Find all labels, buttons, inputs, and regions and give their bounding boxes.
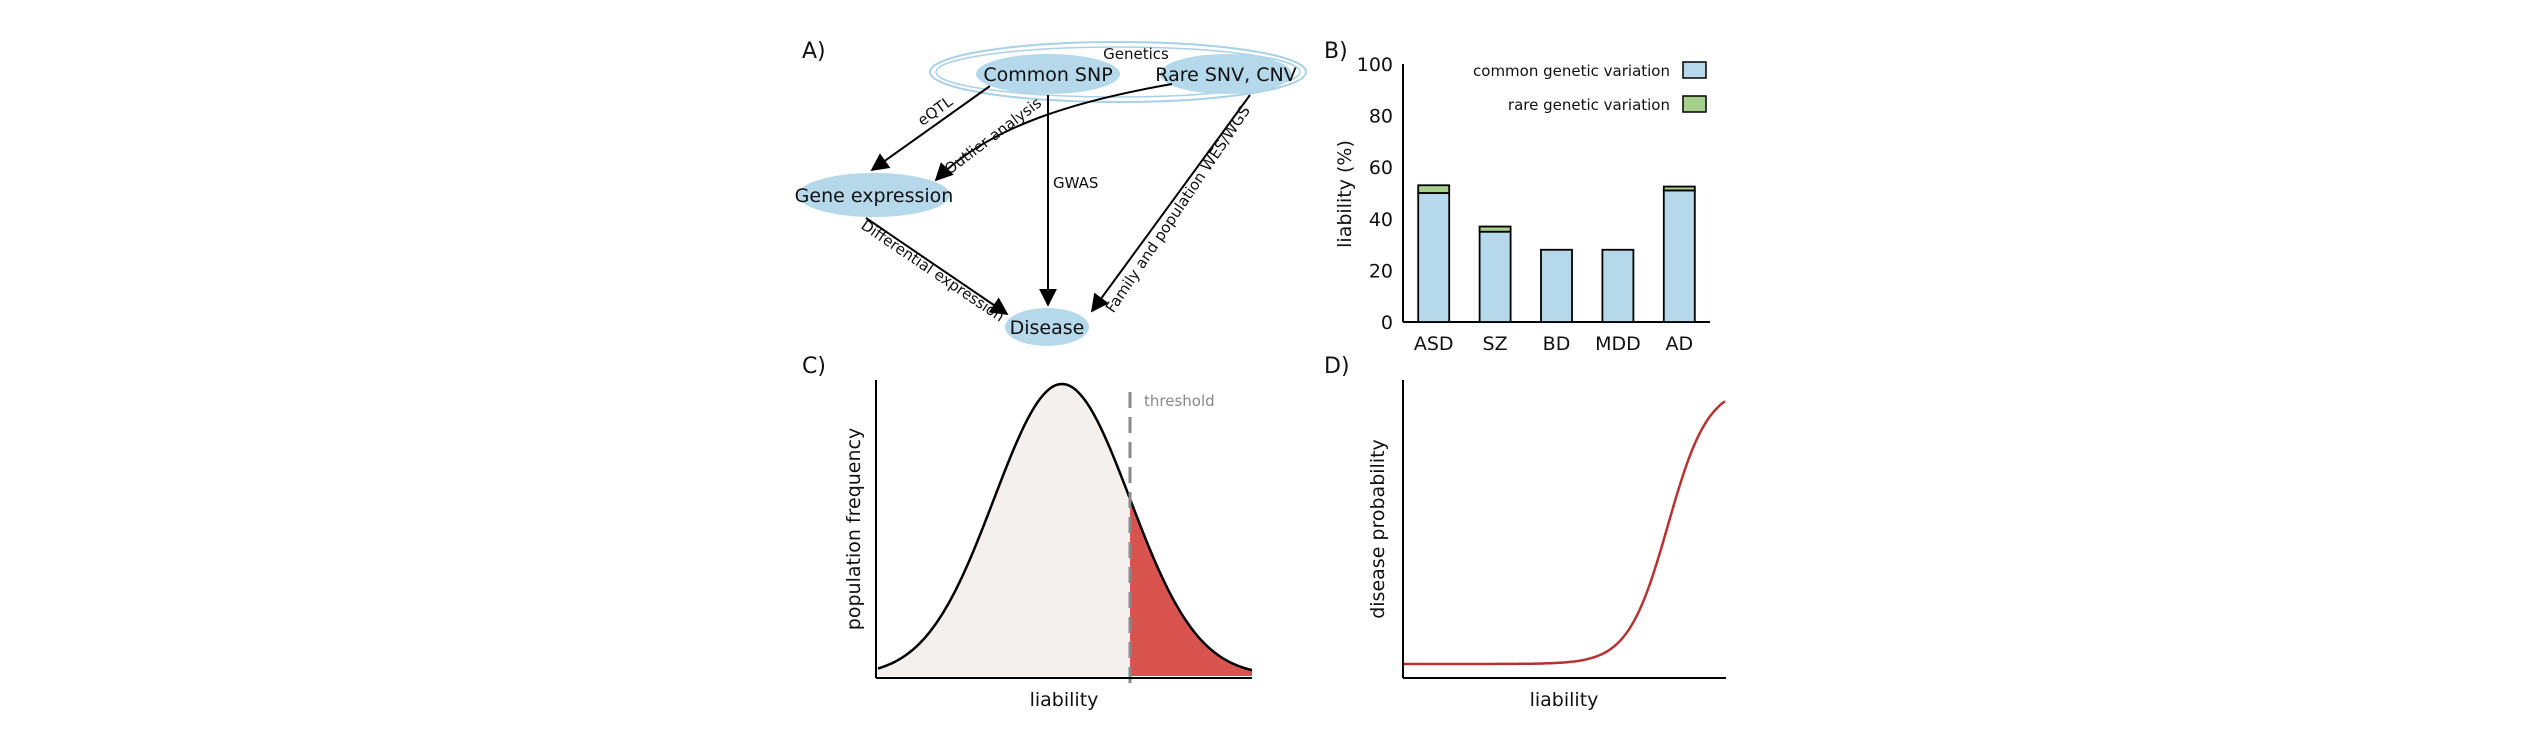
bar-mdd-series-0 [1601,248,1635,323]
genetics-group-outline [929,41,1307,103]
gwas-label: GWAS [1053,174,1098,192]
bar-asd-series-1 [1417,184,1451,194]
disease-probability-curve [1403,400,1726,666]
differential-expression-arrow [865,217,1009,316]
bar-chart-y-axis-title: liability (%) [1334,140,1356,248]
bar-chart-y-tick-label: 20 [1369,260,1393,282]
rare-snv-node [1160,54,1292,94]
gene-expression-label: Gene expression [795,185,954,207]
eqtl-arrow [870,85,991,172]
bar-chart-x-tick-label: AD [1665,333,1693,355]
panel-label-a: A) [802,39,826,64]
panel-label-d: D) [1324,354,1350,379]
panel-c-distribution-plot: C) threshold liability population freque… [802,354,1253,711]
probability-y-axis-title: disease probability [1367,439,1389,619]
legend-label-series-0: common genetic variation [1473,62,1670,80]
bar-ad-series-0 [1662,189,1696,323]
disease-node [1005,308,1089,346]
bar-chart-x-tick-label: MDD [1595,333,1641,355]
bar-chart-y-tick-label: 40 [1369,209,1393,231]
rare-snv-label: Rare SNV, CNV [1155,64,1296,86]
panel-d-probability-plot: D) liability disease probability [1324,354,1726,711]
panel-label-b: B) [1324,39,1348,64]
distribution-y-axis-title: population frequency [843,428,865,630]
distribution-curve [877,382,1253,672]
distribution-x-axis-title: liability [1030,689,1099,711]
genetics-group-label: Genetics [1103,45,1169,63]
bar-chart-y-tick-label: 0 [1381,312,1393,334]
legend-swatch-series-1 [1682,95,1707,113]
differential-expression-label: Differential expression [858,216,1008,325]
bar-sz-series-0 [1478,230,1512,323]
panel-label-c: C) [802,354,826,379]
panel-a: A) Genetics Common SNP Rare SNV, CNV Gen… [795,39,1307,346]
common-snp-label: Common SNP [983,64,1112,86]
genetics-group-inner-outline [935,46,1301,98]
legend-swatch-series-0 [1682,61,1707,79]
legend-label-series-1: rare genetic variation [1508,96,1670,114]
bar-chart-x-tick-label: SZ [1483,333,1508,355]
bar-chart-x-tick-label: ASD [1414,333,1454,355]
probability-x-axis-title: liability [1530,689,1599,711]
bar-sz-series-1 [1478,225,1512,233]
bar-chart-x-tick-label: BD [1543,333,1571,355]
bar-chart-y-tick-label: 60 [1369,157,1393,179]
disease-label: Disease [1010,317,1085,339]
gene-expression-node [798,173,950,217]
outlier-analysis-arrow [934,83,1173,182]
common-snp-node [976,54,1120,94]
family-population-arrow [1090,94,1251,313]
distribution-body-fill [878,384,1130,676]
distribution-tail-fill [1130,498,1252,676]
family-population-label: Family and population WES/WGS [1102,102,1254,316]
bar-asd-series-0 [1417,192,1451,323]
bar-chart-legend: common genetic variation rare genetic var… [1473,61,1707,114]
bar-chart-y-tick-label: 100 [1357,54,1393,76]
panel-b-bar-chart: B) liability (%) common genetic variatio… [1324,39,1710,355]
bar-bd-series-0 [1540,248,1573,323]
outlier-analysis-label: Outlier analysis [941,94,1045,179]
threshold-label: threshold [1144,392,1215,410]
bar-ad-series-1 [1662,185,1696,192]
bar-chart-y-tick-label: 80 [1369,106,1393,128]
